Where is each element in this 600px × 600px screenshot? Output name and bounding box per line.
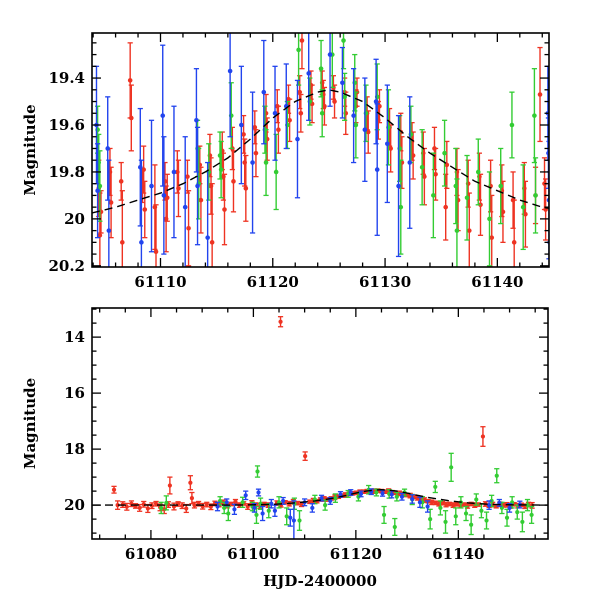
y-tick-label: 19.4	[48, 69, 85, 87]
y-tick-label: 20	[64, 496, 85, 514]
panel-labels: 19.4 19.6 19.8 20 20.2 61110 61120 61130 61140 Ma…	[21, 69, 523, 291]
model-fit-curve	[92, 488, 548, 506]
panel-labels: 14 16 18 20 61080 61100 61120 61140 Magnitude HJD…	[21, 328, 484, 590]
x-tick-label: 61140	[471, 273, 523, 291]
y-tick-label: 18	[64, 440, 85, 458]
x-tick-label: 61110	[134, 273, 186, 291]
x-axis-title: HJD-2400000	[263, 572, 377, 590]
y-tick-label: 16	[64, 384, 85, 402]
panel-top	[92, 33, 549, 267]
x-tick-label: 61130	[359, 273, 411, 291]
y-tick-label: 19.8	[48, 163, 85, 181]
y-axis-title: Magnitude	[21, 104, 39, 195]
y-tick-label: 19.6	[48, 116, 85, 134]
x-tick-label: 61120	[330, 545, 382, 563]
panel-ticks	[92, 33, 549, 267]
series-red	[111, 316, 535, 515]
panel-frame	[91, 307, 549, 540]
panel-frame	[91, 32, 550, 268]
y-tick-label: 14	[64, 328, 85, 346]
x-tick-label: 61100	[227, 545, 279, 563]
y-tick-label: 20	[64, 210, 85, 228]
x-tick-label: 61120	[247, 273, 299, 291]
panel-ticks	[92, 308, 548, 539]
y-axis-title: Magnitude	[21, 378, 39, 469]
series-green	[158, 452, 535, 537]
x-tick-label: 61140	[432, 545, 484, 563]
series-green	[95, 33, 539, 267]
x-tick-label: 61080	[125, 545, 177, 563]
panel-bottom	[92, 316, 548, 539]
y-tick-label: 20.2	[48, 257, 85, 275]
